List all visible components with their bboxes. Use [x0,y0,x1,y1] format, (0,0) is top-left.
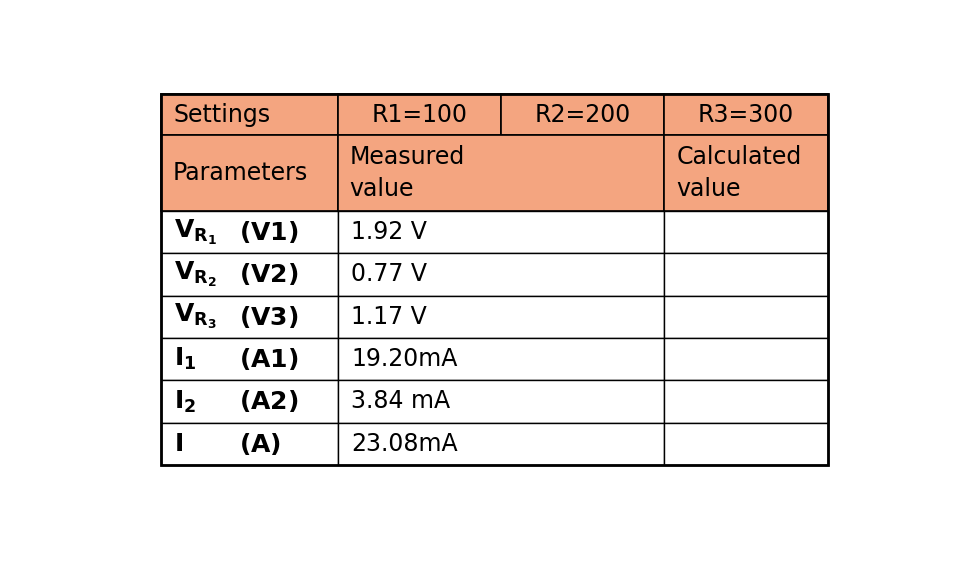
FancyBboxPatch shape [664,135,827,211]
Text: 1.17 V: 1.17 V [351,305,427,329]
Text: $\mathbf{I_2}$: $\mathbf{I_2}$ [175,389,197,415]
FancyBboxPatch shape [337,295,664,338]
FancyBboxPatch shape [161,211,337,253]
FancyBboxPatch shape [664,338,827,380]
Text: $\mathbf{(V2)}$: $\mathbf{(V2)}$ [239,261,299,287]
FancyBboxPatch shape [337,94,501,135]
FancyBboxPatch shape [664,211,827,253]
FancyBboxPatch shape [337,423,664,465]
Text: $\mathbf{I_1}$: $\mathbf{I_1}$ [175,346,197,372]
Text: R2=200: R2=200 [534,102,630,126]
Text: Calculated
value: Calculated value [677,145,801,201]
FancyBboxPatch shape [664,94,827,135]
FancyBboxPatch shape [161,338,337,380]
FancyBboxPatch shape [337,380,664,423]
FancyBboxPatch shape [337,211,664,253]
Text: 3.84 mA: 3.84 mA [351,390,451,413]
FancyBboxPatch shape [337,338,664,380]
FancyBboxPatch shape [664,295,827,338]
Text: 19.20mA: 19.20mA [351,347,457,371]
Text: $\mathbf{(V3)}$: $\mathbf{(V3)}$ [239,304,299,329]
Text: $\mathbf{I}$: $\mathbf{I}$ [175,432,184,456]
FancyBboxPatch shape [161,253,337,295]
FancyBboxPatch shape [161,135,337,211]
Text: 23.08mA: 23.08mA [351,432,457,456]
FancyBboxPatch shape [664,423,827,465]
Text: Measured
value: Measured value [350,145,465,201]
FancyBboxPatch shape [664,380,827,423]
Text: $\mathbf{(A1)}$: $\mathbf{(A1)}$ [239,346,299,372]
FancyBboxPatch shape [161,295,337,338]
Text: R1=100: R1=100 [371,102,467,126]
Text: Settings: Settings [173,102,270,126]
FancyBboxPatch shape [664,253,827,295]
Text: $\mathbf{(A)}$: $\mathbf{(A)}$ [239,431,282,457]
FancyBboxPatch shape [161,380,337,423]
Text: $\mathbf{(A2)}$: $\mathbf{(A2)}$ [239,389,299,415]
Text: $\mathbf{V_{R_3}}$: $\mathbf{V_{R_3}}$ [175,302,217,331]
Text: 1.92 V: 1.92 V [351,220,427,244]
Text: R3=300: R3=300 [698,102,794,126]
FancyBboxPatch shape [501,94,664,135]
FancyBboxPatch shape [161,423,337,465]
FancyBboxPatch shape [337,135,664,211]
Text: 0.77 V: 0.77 V [351,262,427,287]
Text: Parameters: Parameters [173,161,308,185]
Text: $\mathbf{V_{R_2}}$: $\mathbf{V_{R_2}}$ [175,260,217,289]
FancyBboxPatch shape [161,94,337,135]
Text: $\mathbf{V_{R_1}}$: $\mathbf{V_{R_1}}$ [175,218,217,247]
Text: $\mathbf{(V1)}$: $\mathbf{(V1)}$ [239,219,299,245]
FancyBboxPatch shape [337,253,664,295]
